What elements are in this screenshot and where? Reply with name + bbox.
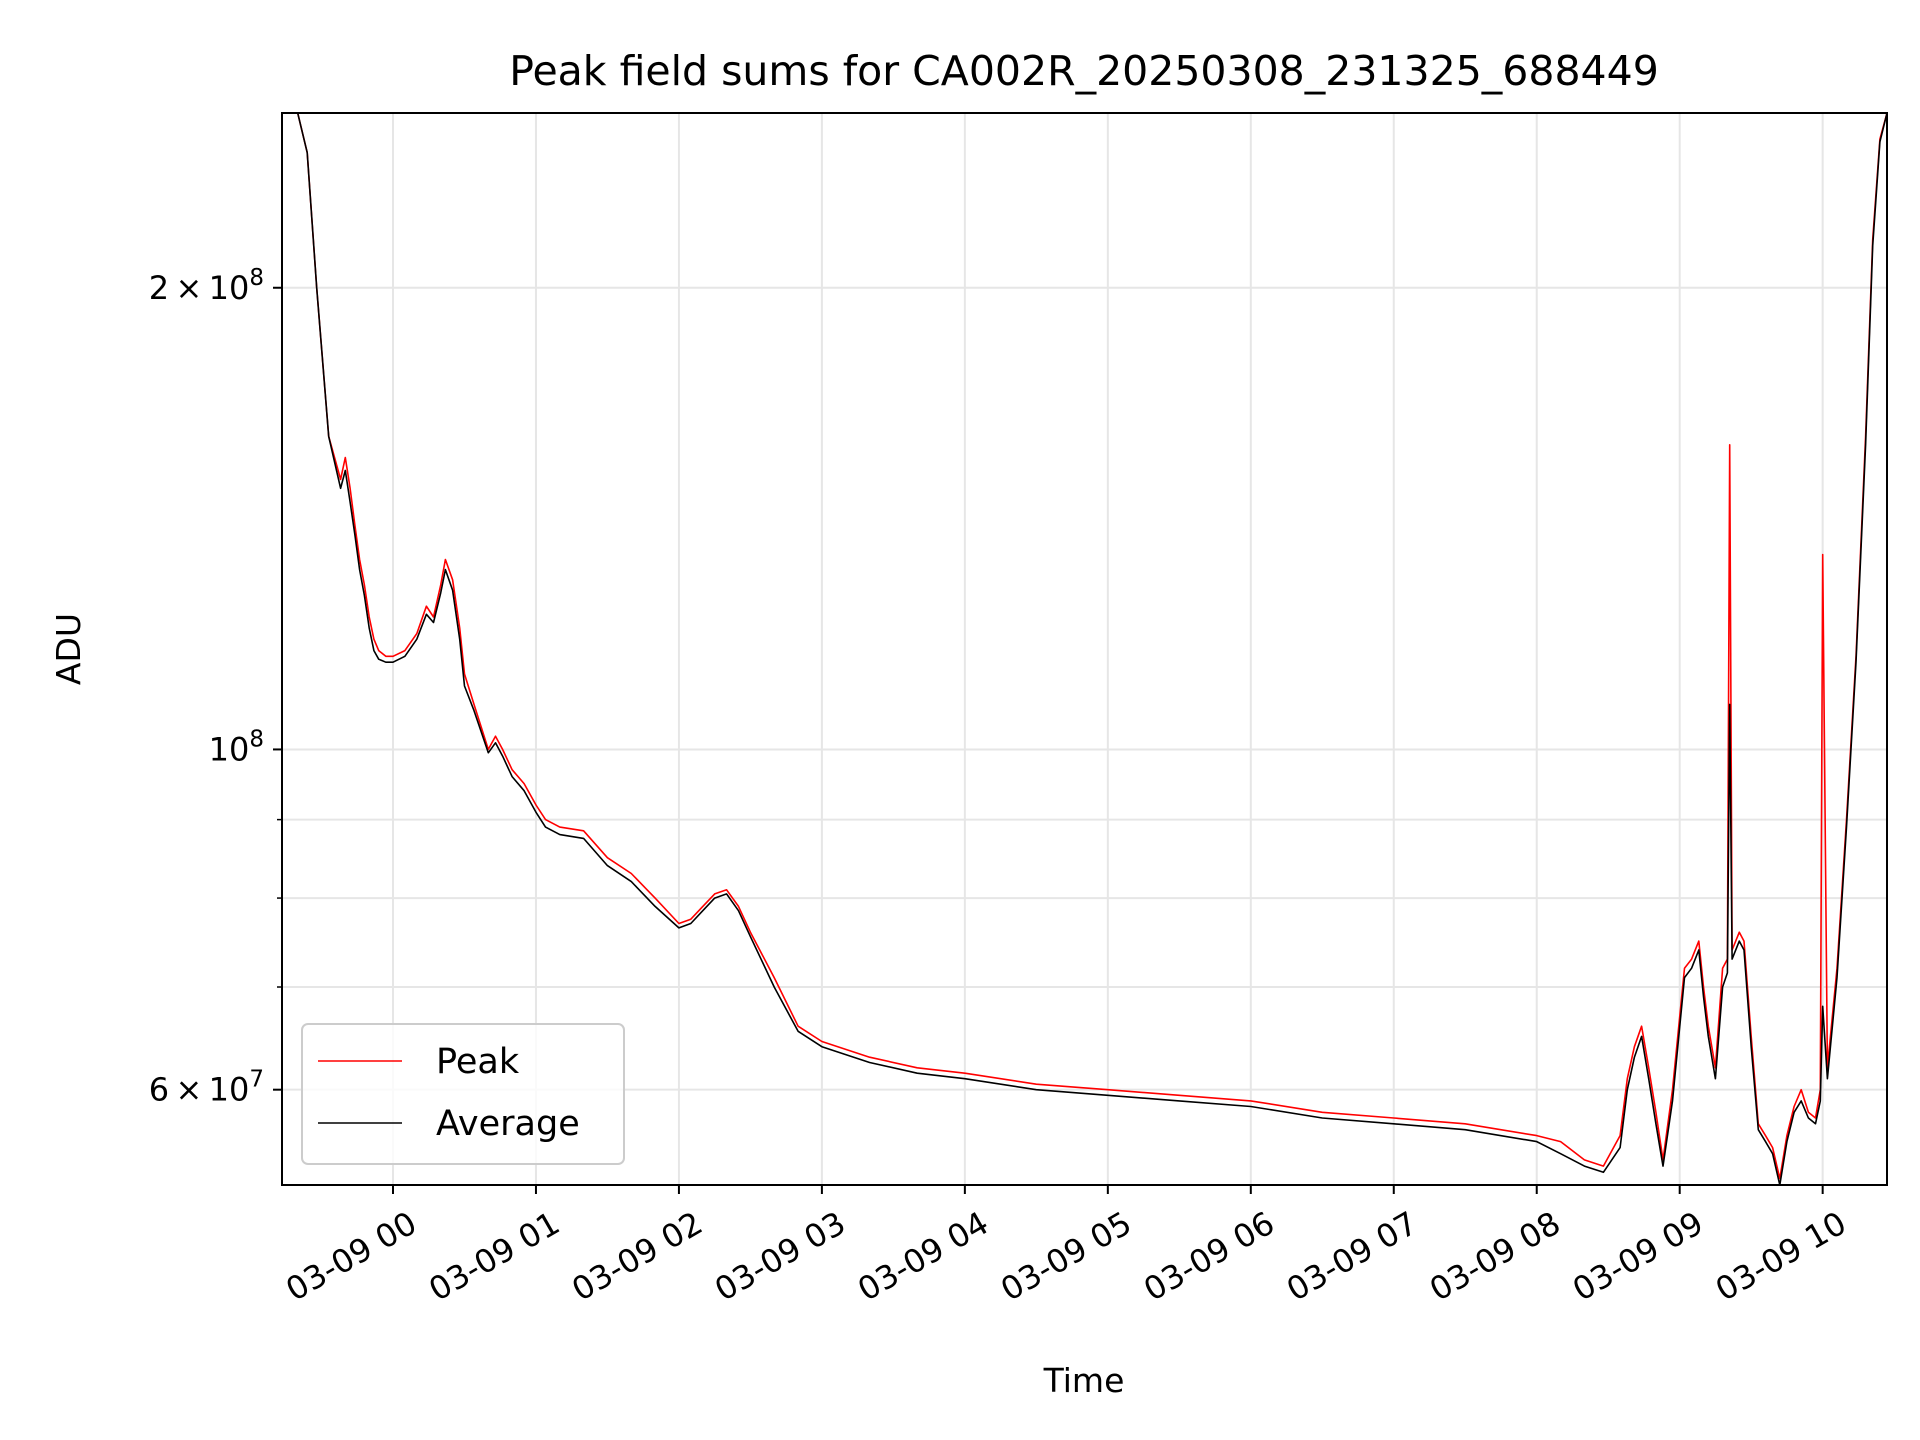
y-axis: 2 × 108 108 6 × 107 — [149, 265, 282, 1109]
grid — [282, 113, 1887, 1185]
y-axis-title: ADU — [49, 613, 88, 685]
legend: Peak Average — [301, 1023, 625, 1165]
legend-label-average: Average — [436, 1104, 580, 1144]
plot-frame — [281, 112, 1888, 1186]
chart-title: Peak field sums for CA002R_20250308_2313… — [509, 47, 1659, 95]
series-layer — [282, 113, 1887, 1185]
legend-box — [301, 1023, 625, 1165]
x-axis-title: Time — [1043, 1361, 1125, 1400]
series-line-peak — [282, 113, 1887, 1180]
plot-area — [282, 113, 1887, 1185]
y-tick-label: 108 — [209, 726, 264, 768]
y-tick-label: 2 × 108 — [149, 265, 264, 307]
series-line-average — [282, 113, 1887, 1185]
y-tick-label: 6 × 107 — [149, 1067, 264, 1109]
legend-label-peak: Peak — [436, 1042, 520, 1082]
